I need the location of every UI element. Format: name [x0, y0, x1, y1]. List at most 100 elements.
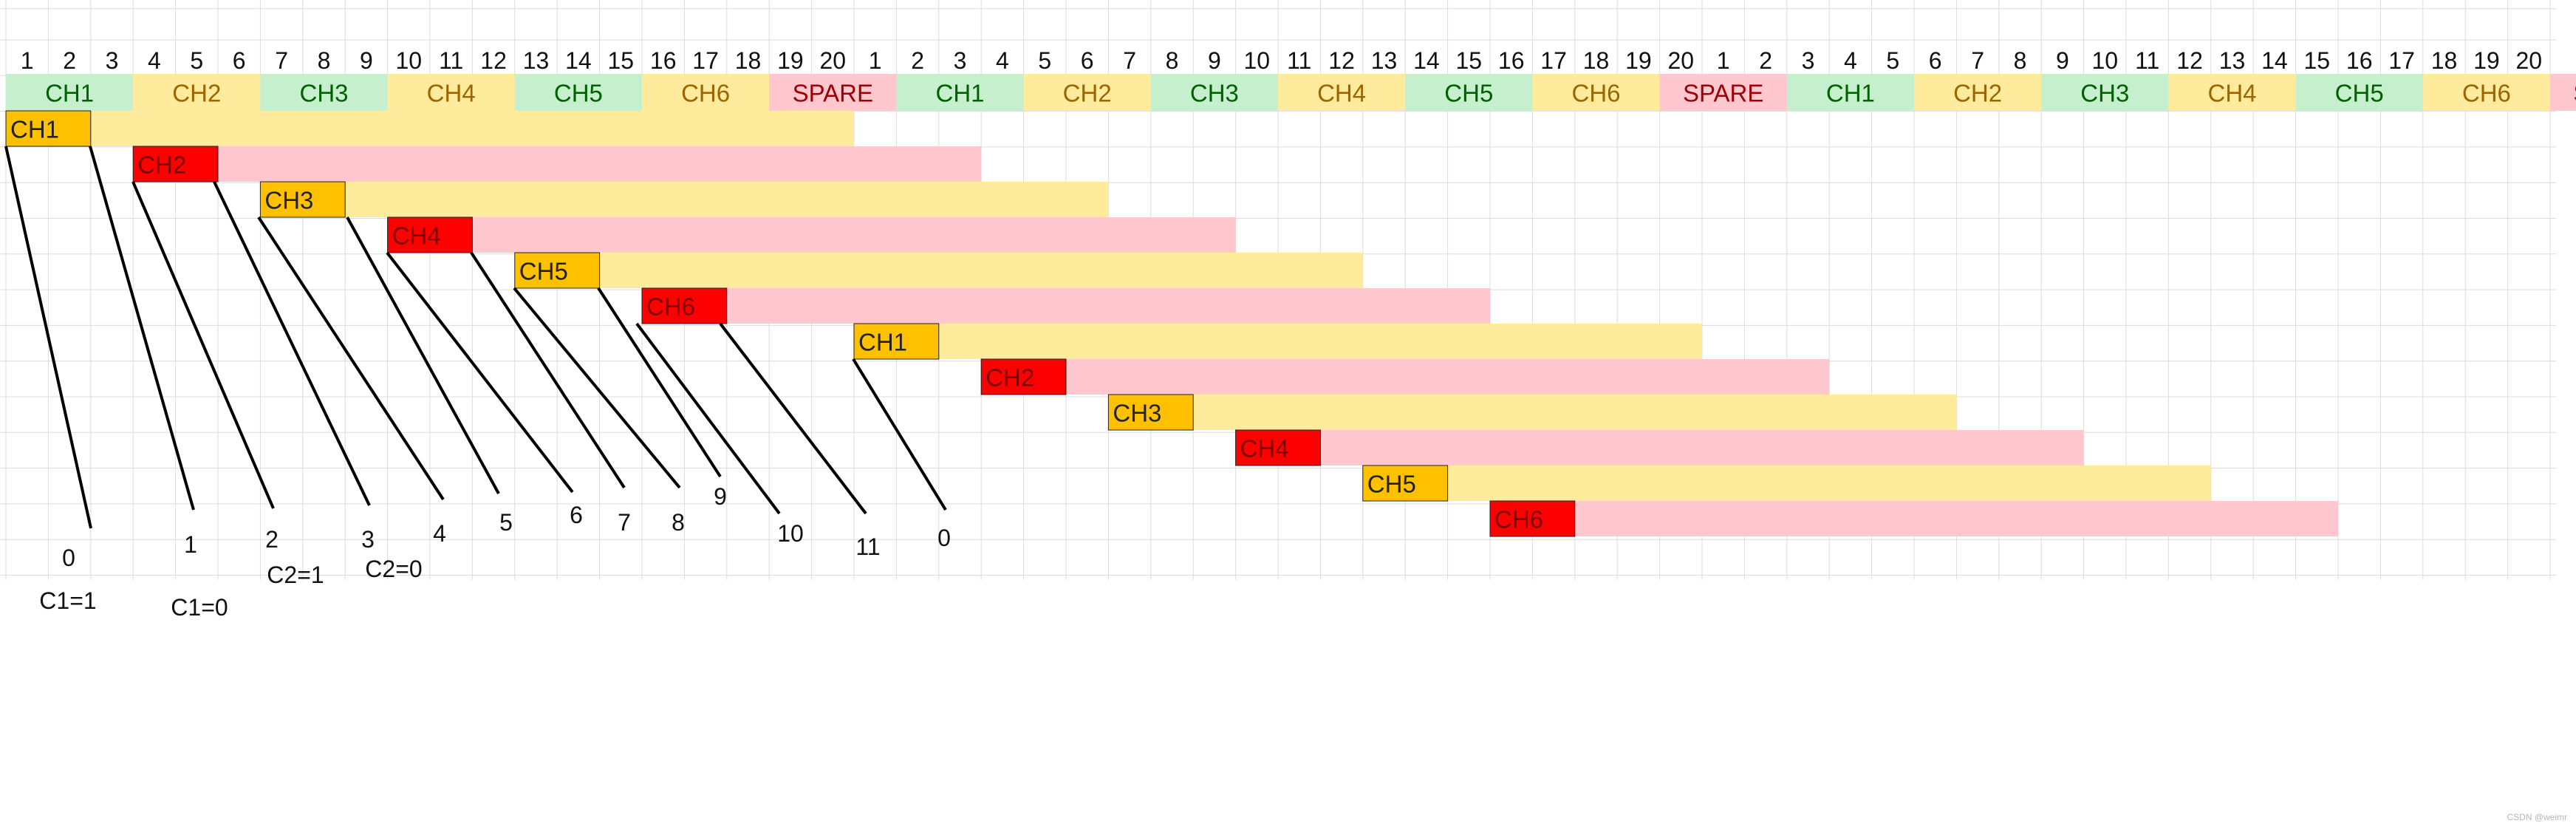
connector-line [513, 287, 681, 489]
column-number: 1 [21, 47, 34, 74]
channel-tag [853, 323, 940, 360]
header-cell [642, 74, 770, 111]
channel-tag [132, 146, 219, 182]
header-cell [260, 74, 388, 111]
header-label: CH1 [45, 80, 94, 107]
channel-tag-label: CH2 [137, 151, 186, 179]
header-cell [1278, 74, 1406, 111]
column-number: 10 [1244, 47, 1271, 74]
lead-label: 5 [499, 509, 513, 536]
column-number: 8 [1166, 47, 1179, 74]
header-label: CH6 [1571, 80, 1620, 107]
column-number: 4 [996, 47, 1009, 74]
connector-line [719, 322, 867, 515]
column-number: 13 [523, 47, 550, 74]
column-number: 15 [608, 47, 635, 74]
channel-tag-label: CH3 [264, 187, 313, 214]
column-number: 7 [275, 47, 288, 74]
channel-bar [854, 324, 1702, 359]
lead-label: 2 [265, 526, 279, 553]
channel-tag [1107, 394, 1194, 431]
note-label: C2=0 [365, 556, 422, 582]
column-number: 6 [1081, 47, 1094, 74]
column-number: 20 [820, 47, 847, 74]
channel-bar [1235, 430, 2084, 465]
header-label: CH5 [554, 80, 603, 107]
channel-bar [1108, 395, 1957, 430]
connector-line [346, 216, 500, 494]
channel-blocks: CH1 CH2 CH3 CH4 CH5 CH6 CH1 CH2 CH3 CH4 CH5 CH6 [5, 110, 2338, 537]
connector-line [470, 251, 626, 489]
channel-tag-label: CH6 [1494, 506, 1543, 533]
header-label: CH3 [2080, 80, 2129, 107]
column-number: 8 [318, 47, 331, 74]
channel-tag-label: CH5 [519, 258, 568, 285]
column-number: 20 [1668, 47, 1695, 74]
header-label: CH6 [2462, 80, 2511, 107]
header-cell [6, 74, 134, 111]
header-label: CH4 [427, 80, 476, 107]
channel-tag-label: CH3 [1113, 400, 1161, 427]
channel-tag [514, 252, 601, 289]
column-number: 17 [2388, 47, 2415, 74]
channel-header-row: CH1 CH2 CH3 CH4 CH5 CH6 SPARE CH1 CH2 CH3 CH4 CH5 CH… [6, 74, 2576, 111]
column-number: 5 [190, 47, 203, 74]
header-cell [387, 74, 515, 111]
column-number: 14 [1413, 47, 1440, 74]
column-number: 14 [2261, 47, 2288, 74]
channel-bar [514, 253, 1363, 288]
lead-label: 7 [618, 509, 631, 536]
column-number: 17 [692, 47, 719, 74]
column-number: 3 [106, 47, 119, 74]
header-cell [1786, 74, 1914, 111]
note-label: C1=1 [39, 587, 96, 614]
column-number: 1 [869, 47, 882, 74]
column-number: 11 [2135, 47, 2159, 74]
column-number: 6 [233, 47, 246, 74]
connector-line [89, 146, 195, 511]
lead-label: 1 [184, 531, 197, 558]
channel-bar [6, 111, 854, 146]
column-number: 19 [777, 47, 804, 74]
lead-label: 11 [855, 533, 880, 560]
channel-tag-label: CH1 [10, 116, 59, 143]
column-number: 2 [1759, 47, 1772, 74]
column-number: 1 [1717, 47, 1730, 74]
header-label: CH4 [2207, 80, 2256, 107]
connector-line [4, 146, 92, 529]
header-cell [514, 74, 642, 111]
header-cell [2295, 74, 2423, 111]
channel-bar [1490, 501, 2338, 536]
column-number: 13 [1371, 47, 1398, 74]
watermark: CSDN @weimr [2507, 812, 2567, 822]
connector-line [131, 181, 275, 509]
lead-label: 0 [62, 545, 75, 571]
channel-tag [641, 287, 728, 324]
connector-line [213, 181, 371, 506]
channel-bar [1362, 465, 2211, 501]
header-cell [2168, 74, 2296, 111]
header-cell [1914, 74, 2042, 111]
channel-bar [133, 146, 982, 182]
column-number: 6 [1929, 47, 1942, 74]
column-number: 13 [2219, 47, 2246, 74]
connector-labels: 0 1 2 3 4 5 6 7 8 9 10 11 0 [62, 483, 951, 571]
header-cell [1532, 74, 1660, 111]
channel-bar [642, 288, 1490, 324]
header-label: CH3 [1190, 80, 1239, 107]
notes: C1=1 C1=0 C2=1 C2=0 [39, 556, 422, 621]
column-number: 12 [1328, 47, 1355, 74]
column-number: 11 [1287, 47, 1311, 74]
header-cell [896, 74, 1024, 111]
channel-tag [980, 358, 1067, 395]
header-label: CH5 [2335, 80, 2384, 107]
column-number: 4 [148, 47, 161, 74]
column-number: 16 [650, 47, 677, 74]
column-number: 19 [1625, 47, 1652, 74]
channel-tag [387, 216, 473, 253]
channel-tag-label: CH4 [1240, 435, 1289, 463]
column-number: 9 [360, 47, 373, 74]
column-number: 3 [954, 47, 967, 74]
header-cell [133, 74, 261, 111]
